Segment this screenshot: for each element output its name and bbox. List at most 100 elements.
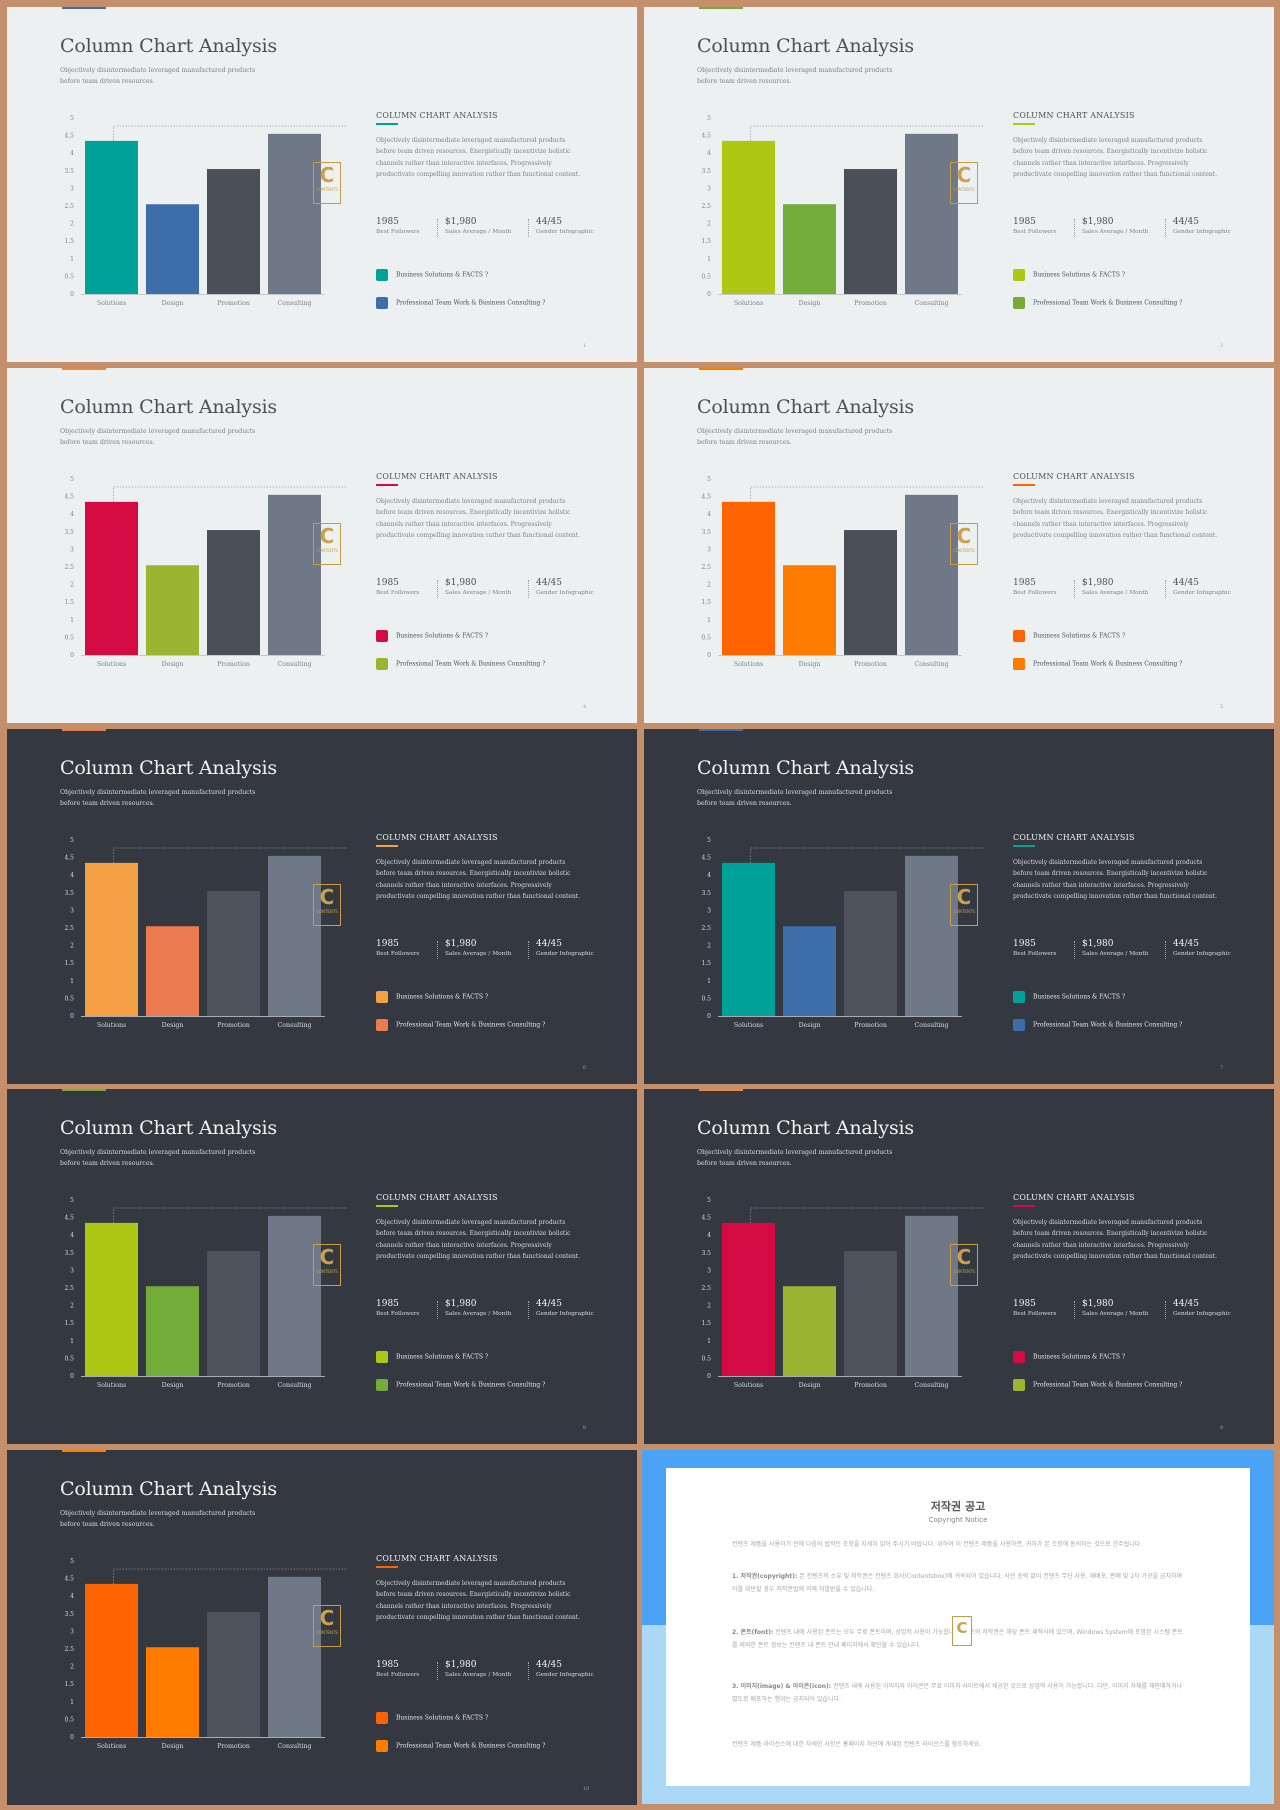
stat-value: 1985 <box>376 1299 399 1309</box>
panel-title: COLUMN CHART ANALYSIS <box>376 472 498 481</box>
chart-bar <box>722 501 775 655</box>
slide-subtitle: Objectively disintermediate leveraged ma… <box>697 789 893 807</box>
y-tick-label: 4.5 <box>64 1576 74 1583</box>
y-tick-label: 2 <box>70 943 74 950</box>
logo-mark: C CONTENTS <box>313 1605 341 1647</box>
legend-swatch <box>376 658 388 670</box>
panel-title: COLUMN CHART ANALYSIS <box>376 1554 498 1563</box>
legend-item: Business Solutions & FACTS ? <box>376 630 488 642</box>
slide-subtitle: Objectively disintermediate leveraged ma… <box>60 1149 256 1167</box>
y-tick-label: 1 <box>707 617 711 624</box>
stat-value: $1,980 <box>1082 939 1114 949</box>
panel-body: Objectively disintermediate leveraged ma… <box>1013 1219 1218 1261</box>
y-tick-label: 2.5 <box>64 203 74 210</box>
stat-value: $1,980 <box>1082 578 1114 588</box>
stat-label: Gender Infographic <box>1173 951 1231 957</box>
y-tick-label: 3.5 <box>64 529 74 536</box>
panel-accent-line <box>376 845 398 847</box>
x-tick-label: Promotion <box>217 300 250 307</box>
logo-mark: C CONTENTS <box>950 1244 978 1286</box>
legend-swatch <box>376 1351 388 1363</box>
logo-caption: CONTENTS <box>953 187 975 192</box>
legend-swatch <box>1013 1019 1025 1031</box>
y-tick-label: 5 <box>70 1558 74 1565</box>
chart-bar <box>722 862 775 1016</box>
y-tick-label: 3 <box>70 1628 74 1635</box>
panel-title: COLUMN CHART ANALYSIS <box>376 833 498 842</box>
stat-block: $1,980 Sales Average / Month <box>1082 578 1148 598</box>
stat-divider <box>437 580 438 598</box>
stat-block: 44/45 Gender Infographic <box>536 939 594 959</box>
chart-bar <box>722 1222 775 1376</box>
page-number: 8 <box>583 1425 587 1431</box>
stat-value: 1985 <box>376 578 399 588</box>
slide: Column Chart Analysis Objectively disinte… <box>644 729 1274 1084</box>
y-tick-label: 4 <box>707 872 711 879</box>
chart-bar <box>207 891 260 1016</box>
slide-subtitle: Objectively disintermediate leveraged ma… <box>697 428 893 446</box>
chart-bar <box>268 494 321 655</box>
slide-subtitle: Objectively disintermediate leveraged ma… <box>697 1149 893 1167</box>
chart-bar <box>905 855 958 1016</box>
legend-swatch <box>376 269 388 281</box>
y-tick-label: 2.5 <box>64 1646 74 1653</box>
panel-accent-line <box>1013 1205 1035 1207</box>
panel-body: Objectively disintermediate leveraged ma… <box>1013 859 1218 901</box>
y-tick-label: 4 <box>70 1232 74 1239</box>
stat-label: Sales Average / Month <box>445 590 512 596</box>
stat-block: 44/45 Gender Infographic <box>536 1660 594 1680</box>
y-tick-label: 4.5 <box>64 133 74 140</box>
y-tick-label: 3 <box>707 907 711 914</box>
copyright-section-1-head: 1. 저작권(copyright): <box>732 1573 798 1580</box>
page-number: 1 <box>583 343 587 349</box>
y-tick-label: 0 <box>707 291 711 298</box>
slide-top-accent <box>62 729 106 731</box>
y-tick-label: 0 <box>707 652 711 659</box>
stat-value: 44/45 <box>1173 578 1199 588</box>
y-tick-label: 4.5 <box>64 494 74 501</box>
copyright-outro: 컨텐츠 제품 라이선스에 대한 자세한 사항은 홈페이지 하단에 게재된 컨텐츠… <box>732 1741 982 1748</box>
legend-item: Professional Team Work & Business Consul… <box>376 1019 545 1031</box>
stat-label: Best Followers <box>1013 590 1057 596</box>
legend-item: Professional Team Work & Business Consul… <box>376 297 545 309</box>
y-tick-label: 0 <box>70 291 74 298</box>
legend-swatch <box>1013 658 1025 670</box>
legend-item: Professional Team Work & Business Consul… <box>1013 658 1182 670</box>
chart-bar <box>207 1612 260 1737</box>
slide-top-accent <box>62 1450 106 1452</box>
page-number: 2 <box>1220 343 1224 349</box>
logo-mark: C CONTENTS <box>950 523 978 565</box>
slide-title: Column Chart Analysis <box>60 1478 277 1500</box>
y-tick-label: 4 <box>70 150 74 157</box>
slide: Column Chart Analysis Objectively disinte… <box>644 1089 1274 1444</box>
column-chart: 0 0.5 1 1.5 2 2.5 3 3.5 4 4.5 5 Solutions Design Prom… <box>701 837 984 1029</box>
logo-mark: C CONTENTS <box>313 1244 341 1286</box>
legend-item: Business Solutions & FACTS ? <box>1013 1351 1125 1363</box>
legend-swatch <box>376 1019 388 1031</box>
y-tick-label: 0.5 <box>701 273 711 280</box>
chart-bar <box>844 891 897 1016</box>
y-tick-label: 1 <box>70 256 74 263</box>
stat-label: Sales Average / Month <box>1082 951 1149 957</box>
y-tick-label: 3 <box>707 1267 711 1274</box>
logo-mark: C <box>952 1616 972 1646</box>
legend-item: Professional Team Work & Business Consul… <box>1013 1019 1182 1031</box>
legend-label: Business Solutions & FACTS ? <box>396 1714 489 1722</box>
legend-item: Professional Team Work & Business Consul… <box>1013 1379 1182 1391</box>
legend-swatch <box>376 630 388 642</box>
stat-value: 44/45 <box>1173 939 1199 949</box>
y-tick-label: 1.5 <box>64 1681 74 1688</box>
panel-body: Objectively disintermediate leveraged ma… <box>376 1580 581 1622</box>
stat-block: $1,980 Sales Average / Month <box>1082 1299 1148 1319</box>
y-tick-label: 3 <box>70 185 74 192</box>
logo-letter: C <box>319 1245 335 1269</box>
stat-block: $1,980 Sales Average / Month <box>445 578 511 598</box>
stat-divider <box>437 1301 438 1319</box>
chart-bar <box>844 1251 897 1376</box>
legend-swatch <box>376 297 388 309</box>
y-tick-label: 2.5 <box>64 925 74 932</box>
stat-block: 1985 Best Followers <box>376 217 419 237</box>
stat-label: Gender Infographic <box>1173 1311 1231 1317</box>
stat-value: 44/45 <box>536 1660 562 1670</box>
stat-value: 44/45 <box>536 578 562 588</box>
